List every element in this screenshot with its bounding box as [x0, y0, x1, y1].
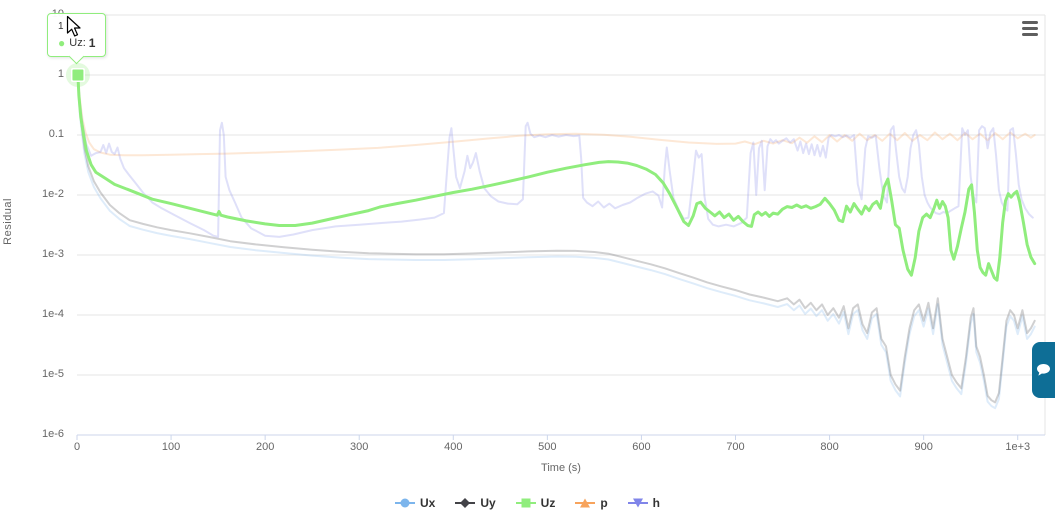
x-axis-tick-label: 1e+3: [1005, 441, 1031, 453]
x-axis-title: Time (s): [541, 462, 581, 474]
series-p-line[interactable]: [76, 74, 1036, 157]
legend-label-uz: Uz: [540, 496, 556, 510]
legend-marker-p-icon: [575, 498, 596, 508]
y-axis-tick-label: 1e-3: [41, 248, 64, 260]
legend-label-h: h: [652, 496, 661, 510]
x-axis-tick-label: 300: [350, 441, 369, 453]
legend: Ux Uy Uz p h: [0, 496, 1055, 510]
x-axis-tick-label: 400: [444, 441, 463, 453]
y-axis-tick-label: 1: [57, 68, 64, 80]
tooltip-series-label: Uz:: [69, 37, 86, 49]
y-axis-tick-label: 1e-2: [41, 188, 64, 200]
mouse-cursor-icon: [66, 15, 81, 37]
series-ux-line[interactable]: [76, 79, 1036, 410]
x-axis-tick-label: 800: [820, 441, 839, 453]
hovered-point-marker[interactable]: [72, 69, 84, 81]
hamburger-icon: [1022, 26, 1038, 31]
chat-button[interactable]: [1032, 342, 1055, 398]
x-axis-tick-label: 900: [914, 441, 933, 453]
chat-bubble-icon: [1037, 364, 1050, 376]
legend-marker-ux-icon: [394, 498, 415, 508]
series-uy-line[interactable]: [76, 74, 1036, 404]
x-axis-tick-label: 0: [73, 441, 81, 453]
y-axis-title: Residual: [2, 198, 14, 245]
x-axis-tick-label: 500: [538, 441, 557, 453]
legend-item-h[interactable]: h: [627, 496, 661, 510]
legend-marker-h-icon: [627, 498, 648, 508]
legend-marker-uy-icon: [455, 498, 476, 508]
legend-item-ux[interactable]: Ux: [394, 496, 436, 510]
x-axis-tick-label: 600: [632, 441, 651, 453]
x-axis-tick-label: 700: [726, 441, 745, 453]
x-axis-tick-label: 200: [255, 441, 275, 453]
legend-item-uy[interactable]: Uy: [455, 496, 496, 510]
hamburger-icon: [1022, 32, 1038, 36]
y-axis-tick-label: 1e-5: [41, 368, 64, 380]
y-axis-tick-label: 1e-6: [41, 428, 64, 440]
series-h-line[interactable]: [76, 74, 1034, 238]
hamburger-icon: [1022, 21, 1038, 25]
context-menu-button[interactable]: [1022, 21, 1040, 36]
series-uz-line[interactable]: [76, 73, 1037, 282]
x-axis-tick-label: 100: [161, 441, 181, 453]
y-axis-tick-label: 1e-4: [41, 308, 64, 320]
tooltip-series-dot-icon: ●: [58, 36, 66, 50]
legend-marker-uz-icon: [515, 498, 536, 508]
tooltip-value: 1: [88, 36, 96, 50]
legend-label-p: p: [600, 496, 608, 510]
y-axis-tick-label: 0.1: [48, 128, 64, 140]
legend-item-p[interactable]: p: [575, 496, 608, 510]
legend-label-uy: Uy: [480, 496, 496, 510]
legend-item-uz[interactable]: Uz: [515, 496, 556, 510]
legend-label-ux: Ux: [419, 496, 436, 510]
tooltip-header: 1: [58, 21, 64, 32]
